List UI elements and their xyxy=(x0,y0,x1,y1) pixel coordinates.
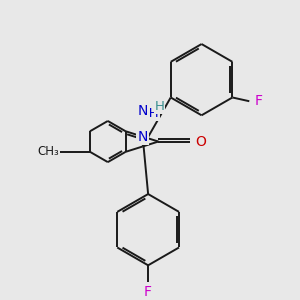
Text: NH: NH xyxy=(140,107,159,120)
Text: F: F xyxy=(144,285,152,298)
Text: N: N xyxy=(137,104,148,118)
Text: F: F xyxy=(255,94,263,108)
Text: N: N xyxy=(137,130,148,144)
Text: CH₃: CH₃ xyxy=(38,145,59,158)
Text: H: H xyxy=(154,100,164,112)
Text: O: O xyxy=(196,134,206,148)
